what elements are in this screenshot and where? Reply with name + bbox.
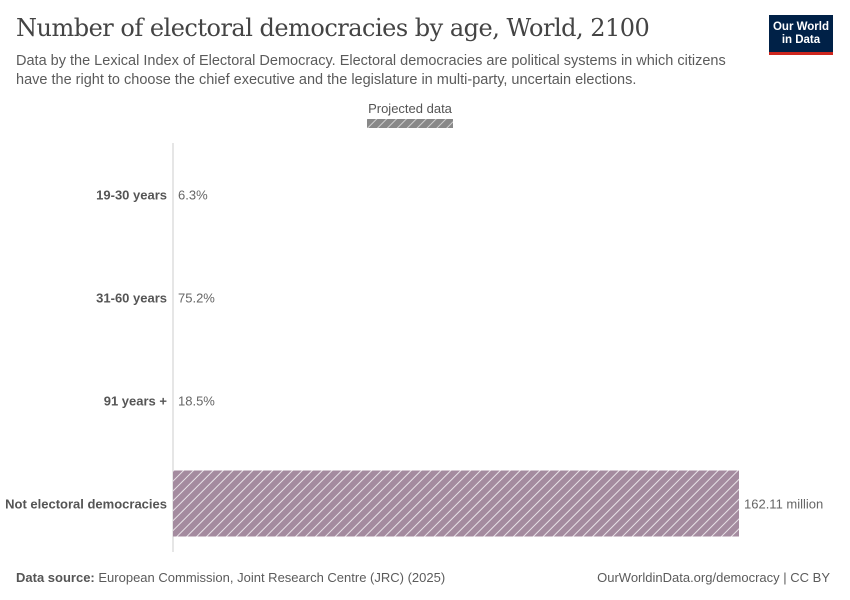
legend-swatch [367, 119, 453, 128]
legend-label: Projected data [368, 101, 453, 116]
data-label: 162.11 million [744, 497, 823, 512]
credit-link[interactable]: OurWorldinData.org/democracy | CC BY [597, 570, 830, 585]
data-source: Data source: European Commission, Joint … [16, 570, 446, 585]
chart-title: Number of electoral democracies by age, … [16, 14, 650, 42]
category-label: 31-60 years [96, 291, 167, 306]
bar[interactable] [173, 470, 739, 537]
data-label: 75.2% [178, 291, 215, 306]
category-label: 19-30 years [96, 188, 167, 203]
category-label: 91 years + [104, 394, 168, 409]
data-label: 18.5% [178, 394, 215, 409]
category-label: Not electoral democracies [5, 497, 167, 512]
chart-subtitle: Data by the Lexical Index of Electoral D… [16, 53, 726, 88]
owid-logo[interactable]: Our World in Data [769, 15, 833, 55]
data-label: 6.3% [178, 188, 208, 203]
